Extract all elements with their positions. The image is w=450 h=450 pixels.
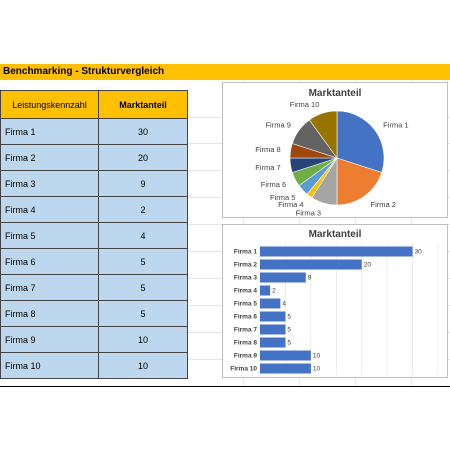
pie-label: Firma 9 [265,121,290,130]
table-row: Firma 1 30 [0,118,188,145]
table-row: Firma 5 4 [0,222,188,249]
bar-category-label: Firma 5 [234,301,258,308]
bar-chart-plot: Firma 1 30 Firma 2 20 Firma 3 9 Firma 4 2 Firma … [230,243,439,375]
table-row: Firma 8 5 [0,300,188,327]
cell-value[interactable]: 10 [98,352,188,379]
bar[interactable] [260,246,413,257]
pie-slice[interactable] [308,110,338,159]
pie-label: Firma 1 [383,121,408,130]
pie-slice[interactable] [336,110,385,173]
bar-category-label: Firma 2 [234,262,258,269]
cell-value[interactable]: 30 [98,118,188,145]
pie-label: Firma 2 [371,200,396,209]
bar-value-label: 30 [415,249,423,256]
cell-label[interactable]: Firma 3 [0,170,99,197]
cell-value[interactable]: 9 [98,170,188,197]
cell-label[interactable]: Firma 9 [0,326,99,353]
cell-label[interactable]: Firma 2 [0,144,99,171]
bar-value-label: 5 [287,340,291,347]
bar-category-label: Firma 3 [234,275,258,282]
bar-category-label: Firma 7 [234,327,258,334]
bar[interactable] [260,337,286,348]
kpi-table: Leistungskennzahl Marktanteil Firma 1 30… [0,90,188,379]
bar[interactable] [260,350,311,361]
cell-value[interactable]: 5 [98,274,188,301]
bar-value-label: 10 [313,353,321,360]
bar-category-label: Firma 10 [230,366,257,373]
cell-label[interactable]: Firma 10 [0,352,99,379]
bar[interactable] [260,285,271,296]
pie-label: Firma 10 [290,100,320,109]
table-row: Firma 6 5 [0,248,188,275]
bar-category-label: Firma 9 [234,353,258,360]
table-row: Firma 7 5 [0,274,188,301]
bar[interactable] [260,259,362,270]
pie-label: Firma 5 [270,193,295,202]
bar-value-label: 10 [313,366,321,373]
pie-label: Firma 4 [278,200,303,209]
cell-label[interactable]: Firma 6 [0,248,99,275]
table-row: Firma 9 10 [0,326,188,353]
cell-label[interactable]: Firma 7 [0,274,99,301]
header-cell-marktanteil[interactable]: Marktanteil [98,90,188,119]
cell-value[interactable]: 20 [98,144,188,171]
bar[interactable] [260,272,306,283]
cell-value[interactable]: 5 [98,248,188,275]
bar[interactable] [260,298,281,309]
pie-slice[interactable] [336,157,383,206]
cell-label[interactable]: Firma 5 [0,222,99,249]
bar-category-label: Firma 6 [234,314,258,321]
table-row: Firma 3 9 [0,170,188,197]
header-cell-kpi[interactable]: Leistungskennzahl [0,90,99,119]
table-row: Firma 2 20 [0,144,188,171]
pie-label: Firma 8 [255,145,280,154]
sheet-title[interactable]: Benchmarking - Strukturvergleich [0,64,450,80]
bar[interactable] [260,363,311,374]
table-row: Firma 10 10 [0,352,188,379]
bar-chart-title: Marktanteil [308,229,362,240]
pie-chart-title: Marktanteil [308,88,362,99]
cell-label[interactable]: Firma 8 [0,300,99,327]
bar[interactable] [260,311,286,322]
cell-value[interactable]: 4 [98,222,188,249]
cell-value[interactable]: 2 [98,196,188,223]
bar-value-label: 5 [287,327,291,334]
bar-chart[interactable]: Marktanteil Firma 1 30 Firma 2 20 Firma 3 9 Fi… [222,224,448,378]
pie-label: Firma 6 [261,180,286,189]
bar-category-label: Firma 1 [234,249,258,256]
cell-label[interactable]: Firma 4 [0,196,99,223]
bar-value-label: 9 [308,275,312,282]
sheet-border [0,386,450,387]
pie-chart[interactable]: Marktanteil Firma 1 Firma 2 Firma 3 Firma 4… [222,82,448,218]
cell-value[interactable]: 5 [98,300,188,327]
pie-label: Firma 7 [255,163,280,172]
bar-value-label: 5 [287,314,291,321]
bar-category-label: Firma 4 [234,288,258,295]
bar-value-label: 2 [272,288,276,295]
bar-value-label: 20 [364,262,372,269]
cell-value[interactable]: 10 [98,326,188,353]
pie-label: Firma 3 [296,209,321,217]
cell-label[interactable]: Firma 1 [0,118,99,145]
bar-category-label: Firma 8 [234,340,258,347]
table-row: Firma 4 2 [0,196,188,223]
bar[interactable] [260,324,286,335]
bar-value-label: 4 [282,301,286,308]
